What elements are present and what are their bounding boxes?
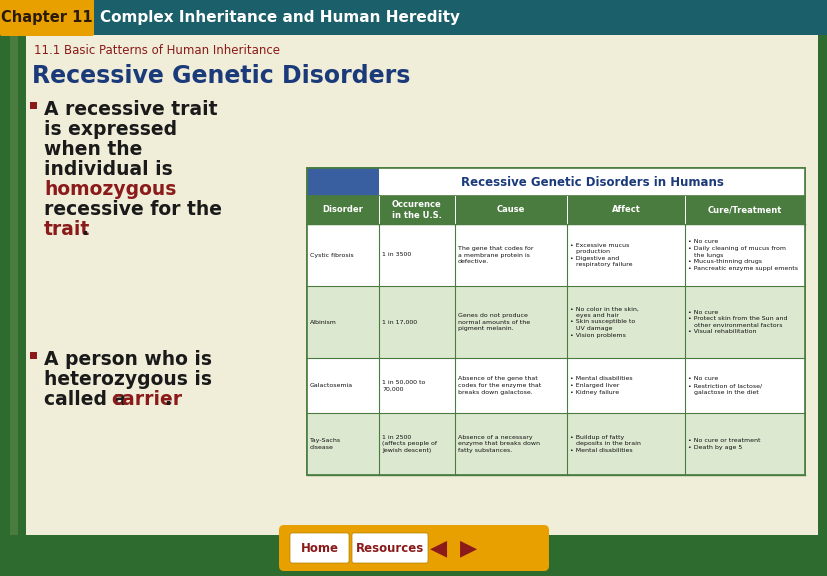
Text: Recessive Genetic Disorders in Humans: Recessive Genetic Disorders in Humans <box>460 176 723 188</box>
Text: Genes do not produce
normal amounts of the
pigment melanin.: Genes do not produce normal amounts of t… <box>457 313 529 331</box>
Text: Recessive Genetic Disorders: Recessive Genetic Disorders <box>32 64 410 88</box>
Text: • No cure or treatment
• Death by age 5: • No cure or treatment • Death by age 5 <box>687 438 759 450</box>
Bar <box>307 224 804 286</box>
Text: Tay-Sachs
disease: Tay-Sachs disease <box>309 438 341 450</box>
Bar <box>307 358 804 413</box>
FancyBboxPatch shape <box>279 525 548 571</box>
Bar <box>307 196 804 224</box>
Text: • No cure
• Daily cleaning of mucus from
   the lungs
• Mucus-thinning drugs
• P: • No cure • Daily cleaning of mucus from… <box>687 239 797 271</box>
Bar <box>30 352 37 359</box>
Text: Cure/Treatment: Cure/Treatment <box>707 206 782 214</box>
Text: heterozygous is: heterozygous is <box>44 370 212 389</box>
Text: .: . <box>164 390 171 409</box>
Bar <box>307 168 804 196</box>
Text: Cause: Cause <box>496 206 524 214</box>
Bar <box>307 168 379 196</box>
Text: A person who is: A person who is <box>44 350 212 369</box>
Text: • Mental disabilities
• Enlarged liver
• Kidney failure: • Mental disabilities • Enlarged liver •… <box>569 376 632 395</box>
FancyBboxPatch shape <box>351 533 428 563</box>
Text: • Buildup of fatty
   deposits in the brain
• Mental disabilities: • Buildup of fatty deposits in the brain… <box>569 435 640 453</box>
Text: ▶: ▶ <box>460 538 477 558</box>
Bar <box>307 168 804 475</box>
Text: Affect: Affect <box>611 206 639 214</box>
Text: 1 in 2500
(affects people of
Jewish descent): 1 in 2500 (affects people of Jewish desc… <box>381 435 437 453</box>
Bar <box>30 102 37 109</box>
Text: Complex Inheritance and Human Heredity: Complex Inheritance and Human Heredity <box>100 10 460 25</box>
Text: 1 in 50,000 to
70,000: 1 in 50,000 to 70,000 <box>381 380 425 391</box>
Bar <box>307 168 804 475</box>
Text: • No cure
• Restriction of lactose/
   galactose in the diet: • No cure • Restriction of lactose/ gala… <box>687 376 761 395</box>
Text: is expressed: is expressed <box>44 120 177 139</box>
Text: Galactosemia: Galactosemia <box>309 383 352 388</box>
Text: ◀: ◀ <box>430 538 447 558</box>
Text: carrier: carrier <box>112 390 183 409</box>
Text: Absence of a necessary
enzyme that breaks down
fatty substances.: Absence of a necessary enzyme that break… <box>457 435 539 453</box>
Text: 11.1 Basic Patterns of Human Inheritance: 11.1 Basic Patterns of Human Inheritance <box>34 44 280 56</box>
Text: recessive for the: recessive for the <box>44 200 222 219</box>
FancyBboxPatch shape <box>289 533 348 563</box>
Text: when the: when the <box>44 140 142 159</box>
Text: called a: called a <box>44 390 132 409</box>
Text: .: . <box>81 220 88 239</box>
Bar <box>0 0 827 35</box>
Text: homozygous: homozygous <box>44 180 176 199</box>
Text: Home: Home <box>300 541 338 555</box>
Text: Occurence
in the U.S.: Occurence in the U.S. <box>392 200 442 219</box>
Bar <box>18 35 26 535</box>
Text: Cystic fibrosis: Cystic fibrosis <box>309 252 353 257</box>
Bar <box>307 413 804 475</box>
Bar <box>10 35 817 535</box>
Text: • No color in the skin,
   eyes and hair
• Skin susceptible to
   UV damage
• Vi: • No color in the skin, eyes and hair • … <box>569 306 638 338</box>
Text: 1 in 3500: 1 in 3500 <box>381 252 411 257</box>
Text: A recessive trait: A recessive trait <box>44 100 218 119</box>
Text: Absence of the gene that
codes for the enzyme that
breaks down galactose.: Absence of the gene that codes for the e… <box>457 376 541 395</box>
Text: • Excessive mucus
   production
• Digestive and
   respiratory failure: • Excessive mucus production • Digestive… <box>569 242 632 267</box>
Text: • No cure
• Protect skin from the Sun and
   other environmental factors
• Visua: • No cure • Protect skin from the Sun an… <box>687 310 786 335</box>
Text: Resources: Resources <box>356 541 423 555</box>
FancyBboxPatch shape <box>0 0 94 36</box>
Text: Albinism: Albinism <box>309 320 337 324</box>
Text: Disorder: Disorder <box>323 206 363 214</box>
Text: trait: trait <box>44 220 90 239</box>
Text: 1 in 17,000: 1 in 17,000 <box>381 320 417 324</box>
Bar <box>10 35 18 535</box>
Text: Chapter 11: Chapter 11 <box>1 10 93 25</box>
Text: individual is: individual is <box>44 160 173 179</box>
Bar <box>307 286 804 358</box>
Text: The gene that codes for
a membrane protein is
defective.: The gene that codes for a membrane prote… <box>457 246 533 264</box>
